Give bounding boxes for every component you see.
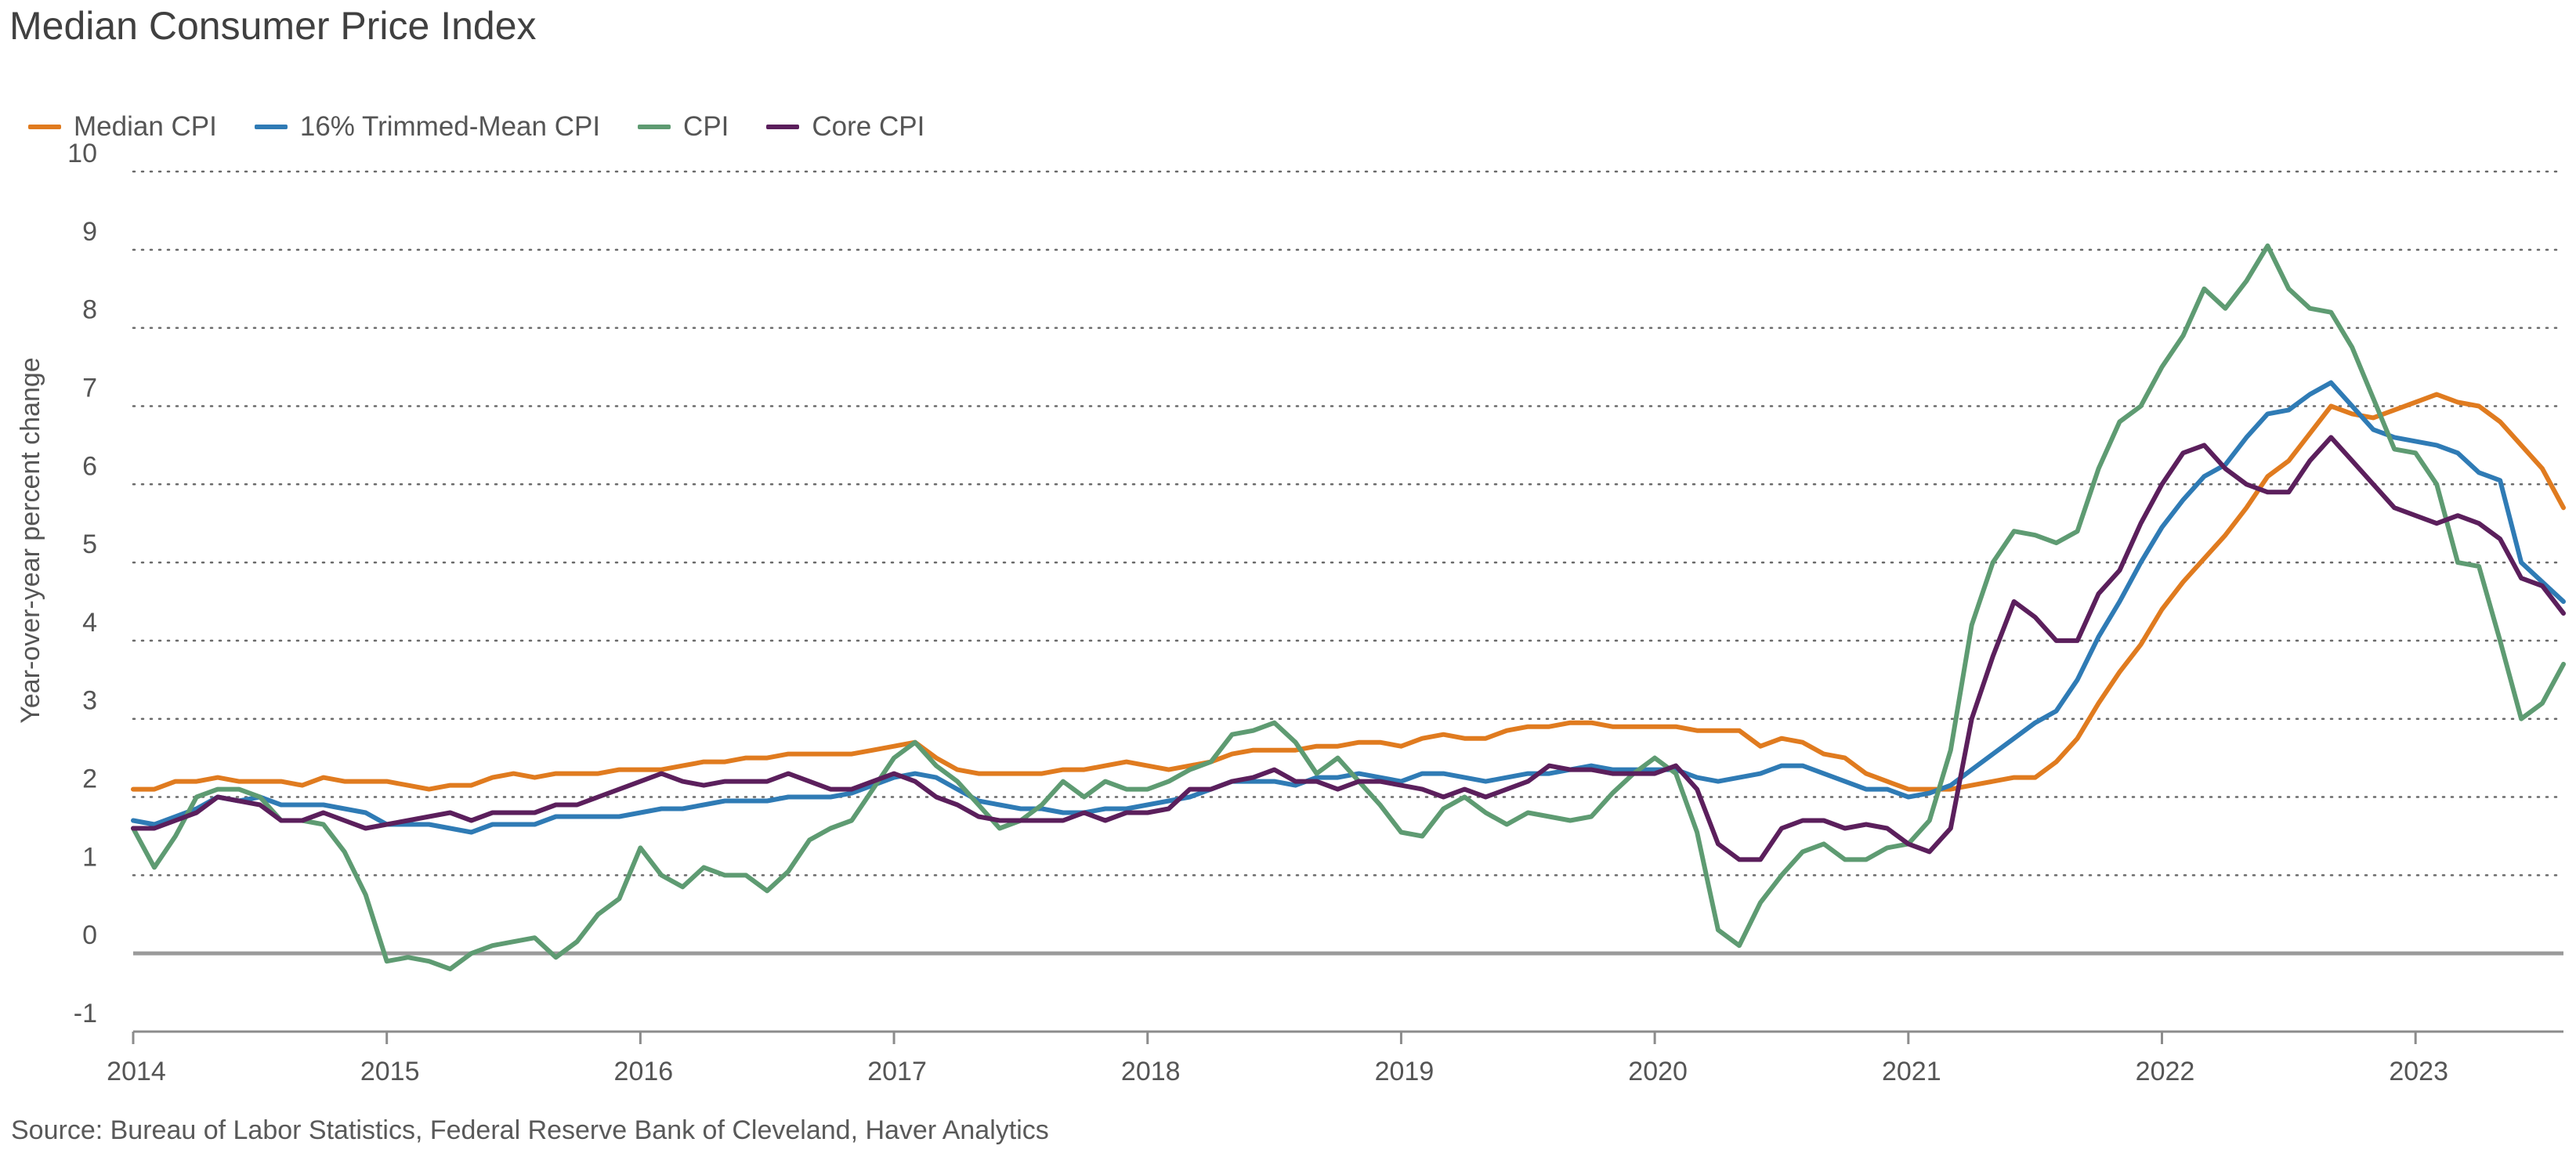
- legend-swatch: [28, 125, 61, 129]
- series-line-median-cpi: [131, 392, 2566, 792]
- x-tick-label: 2023: [2389, 1057, 2448, 1086]
- chart-title: Median Consumer Price Index: [9, 4, 537, 48]
- y-tick-label: 3: [82, 686, 97, 716]
- x-tick-label: 2019: [1375, 1057, 1435, 1086]
- y-tick-label: 0: [82, 920, 97, 950]
- y-tick-label: 8: [82, 295, 97, 325]
- legend-swatch: [766, 125, 800, 129]
- y-tick-label: 2: [82, 764, 97, 794]
- legend: Median CPI 16% Trimmed-Mean CPI CPI Core CP…: [28, 111, 962, 143]
- x-tick-label: 2022: [2136, 1057, 2195, 1086]
- x-tick-label: 2015: [360, 1057, 420, 1086]
- legend-label: 16% Trimmed-Mean CPI: [299, 111, 601, 142]
- legend-item: Core CPI: [766, 111, 924, 143]
- legend-item: Median CPI: [28, 111, 217, 143]
- y-tick-label: 10: [67, 139, 97, 168]
- source-note: Source: Bureau of Labor Statistics, Fede…: [11, 1115, 1049, 1145]
- y-tick-label: 4: [82, 608, 97, 638]
- series-line-core-cpi: [131, 435, 2566, 862]
- x-tick-label: 2021: [1882, 1057, 1941, 1086]
- x-tick-label: 2017: [867, 1057, 927, 1086]
- series-lines: [131, 243, 2566, 972]
- axes: -1 0 1 2 3 4 5 6 7 8 9 10 2014 2015 2016 2017 2018 2019 20…: [67, 139, 2563, 1086]
- legend-label: CPI: [683, 111, 729, 142]
- y-tick-label: 1: [82, 842, 97, 872]
- x-tick-label: 2020: [1628, 1057, 1688, 1086]
- legend-label: Median CPI: [74, 111, 217, 142]
- legend-item: CPI: [638, 111, 729, 143]
- y-tick-label: 9: [82, 217, 97, 247]
- legend-swatch: [254, 125, 288, 129]
- y-tick-label: 7: [82, 373, 97, 403]
- gridlines: [132, 170, 2565, 956]
- series-line-16-trimmed-mean-cpi: [131, 380, 2566, 835]
- y-tick-label: -1: [74, 999, 97, 1028]
- y-axis-label: Year-over-year percent change: [16, 357, 45, 723]
- y-tick-label: 5: [82, 530, 97, 559]
- legend-label: Core CPI: [812, 111, 925, 142]
- legend-swatch: [638, 125, 671, 129]
- y-tick-label: 6: [82, 451, 97, 481]
- x-tick-label: 2018: [1121, 1057, 1181, 1086]
- x-tick-label: 2016: [614, 1057, 674, 1086]
- x-tick-label: 2014: [107, 1057, 166, 1086]
- series-line-cpi: [131, 243, 2566, 972]
- legend-item: 16% Trimmed-Mean CPI: [254, 111, 601, 143]
